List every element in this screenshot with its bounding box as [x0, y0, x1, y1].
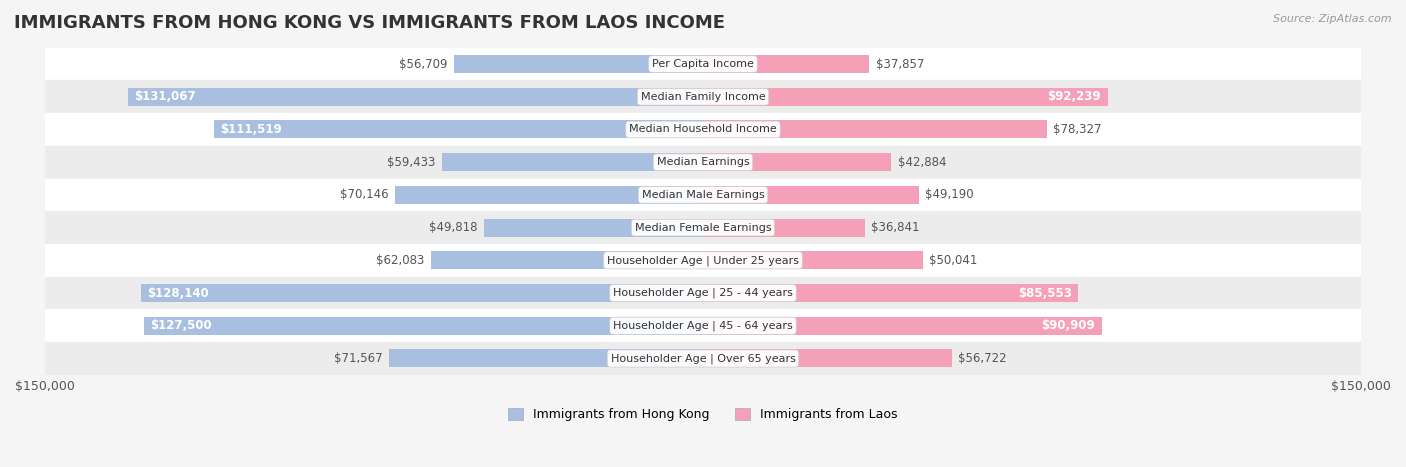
Text: $56,722: $56,722	[959, 352, 1007, 365]
Text: Median Female Earnings: Median Female Earnings	[634, 223, 772, 233]
Text: $42,884: $42,884	[897, 156, 946, 169]
Bar	[395, 186, 703, 204]
Text: $49,818: $49,818	[429, 221, 478, 234]
Text: Householder Age | Over 65 years: Householder Age | Over 65 years	[610, 353, 796, 364]
Text: $71,567: $71,567	[333, 352, 382, 365]
Bar	[703, 284, 1078, 302]
Text: IMMIGRANTS FROM HONG KONG VS IMMIGRANTS FROM LAOS INCOME: IMMIGRANTS FROM HONG KONG VS IMMIGRANTS …	[14, 14, 725, 32]
Text: Householder Age | Under 25 years: Householder Age | Under 25 years	[607, 255, 799, 266]
Bar	[703, 186, 918, 204]
Bar	[389, 349, 703, 368]
Bar	[45, 146, 1361, 178]
Bar	[214, 120, 703, 139]
Bar	[485, 219, 703, 237]
Text: $127,500: $127,500	[150, 319, 212, 333]
Bar	[703, 153, 891, 171]
Bar	[443, 153, 703, 171]
Text: $49,190: $49,190	[925, 188, 974, 201]
Bar	[45, 342, 1361, 375]
Text: $36,841: $36,841	[872, 221, 920, 234]
Text: $56,709: $56,709	[399, 57, 447, 71]
Bar	[128, 88, 703, 106]
Bar	[454, 55, 703, 73]
Text: $111,519: $111,519	[221, 123, 283, 136]
Bar	[430, 251, 703, 269]
Text: $128,140: $128,140	[148, 287, 209, 299]
Bar	[45, 178, 1361, 211]
Text: Median Male Earnings: Median Male Earnings	[641, 190, 765, 200]
Text: $37,857: $37,857	[876, 57, 924, 71]
Text: Householder Age | 45 - 64 years: Householder Age | 45 - 64 years	[613, 320, 793, 331]
Bar	[45, 48, 1361, 80]
Legend: Immigrants from Hong Kong, Immigrants from Laos: Immigrants from Hong Kong, Immigrants fr…	[502, 402, 904, 427]
Text: Median Household Income: Median Household Income	[628, 125, 778, 134]
Bar	[703, 251, 922, 269]
Text: $90,909: $90,909	[1042, 319, 1095, 333]
Bar	[45, 113, 1361, 146]
Bar	[703, 219, 865, 237]
Text: Per Capita Income: Per Capita Income	[652, 59, 754, 69]
Bar	[703, 55, 869, 73]
Bar	[703, 88, 1108, 106]
Bar	[703, 317, 1102, 335]
Text: $70,146: $70,146	[340, 188, 388, 201]
Text: Median Earnings: Median Earnings	[657, 157, 749, 167]
Bar	[45, 80, 1361, 113]
Bar	[703, 120, 1046, 139]
Text: $62,083: $62,083	[375, 254, 425, 267]
Bar	[45, 211, 1361, 244]
Text: $59,433: $59,433	[387, 156, 436, 169]
Text: Median Family Income: Median Family Income	[641, 92, 765, 102]
Text: Source: ZipAtlas.com: Source: ZipAtlas.com	[1274, 14, 1392, 24]
Bar	[141, 284, 703, 302]
Bar	[703, 349, 952, 368]
Bar	[45, 277, 1361, 310]
Bar	[143, 317, 703, 335]
Text: $50,041: $50,041	[929, 254, 977, 267]
Text: $85,553: $85,553	[1018, 287, 1071, 299]
Bar	[45, 310, 1361, 342]
Text: $92,239: $92,239	[1047, 90, 1101, 103]
Text: $78,327: $78,327	[1053, 123, 1102, 136]
Bar	[45, 244, 1361, 277]
Text: Householder Age | 25 - 44 years: Householder Age | 25 - 44 years	[613, 288, 793, 298]
Text: $131,067: $131,067	[135, 90, 197, 103]
